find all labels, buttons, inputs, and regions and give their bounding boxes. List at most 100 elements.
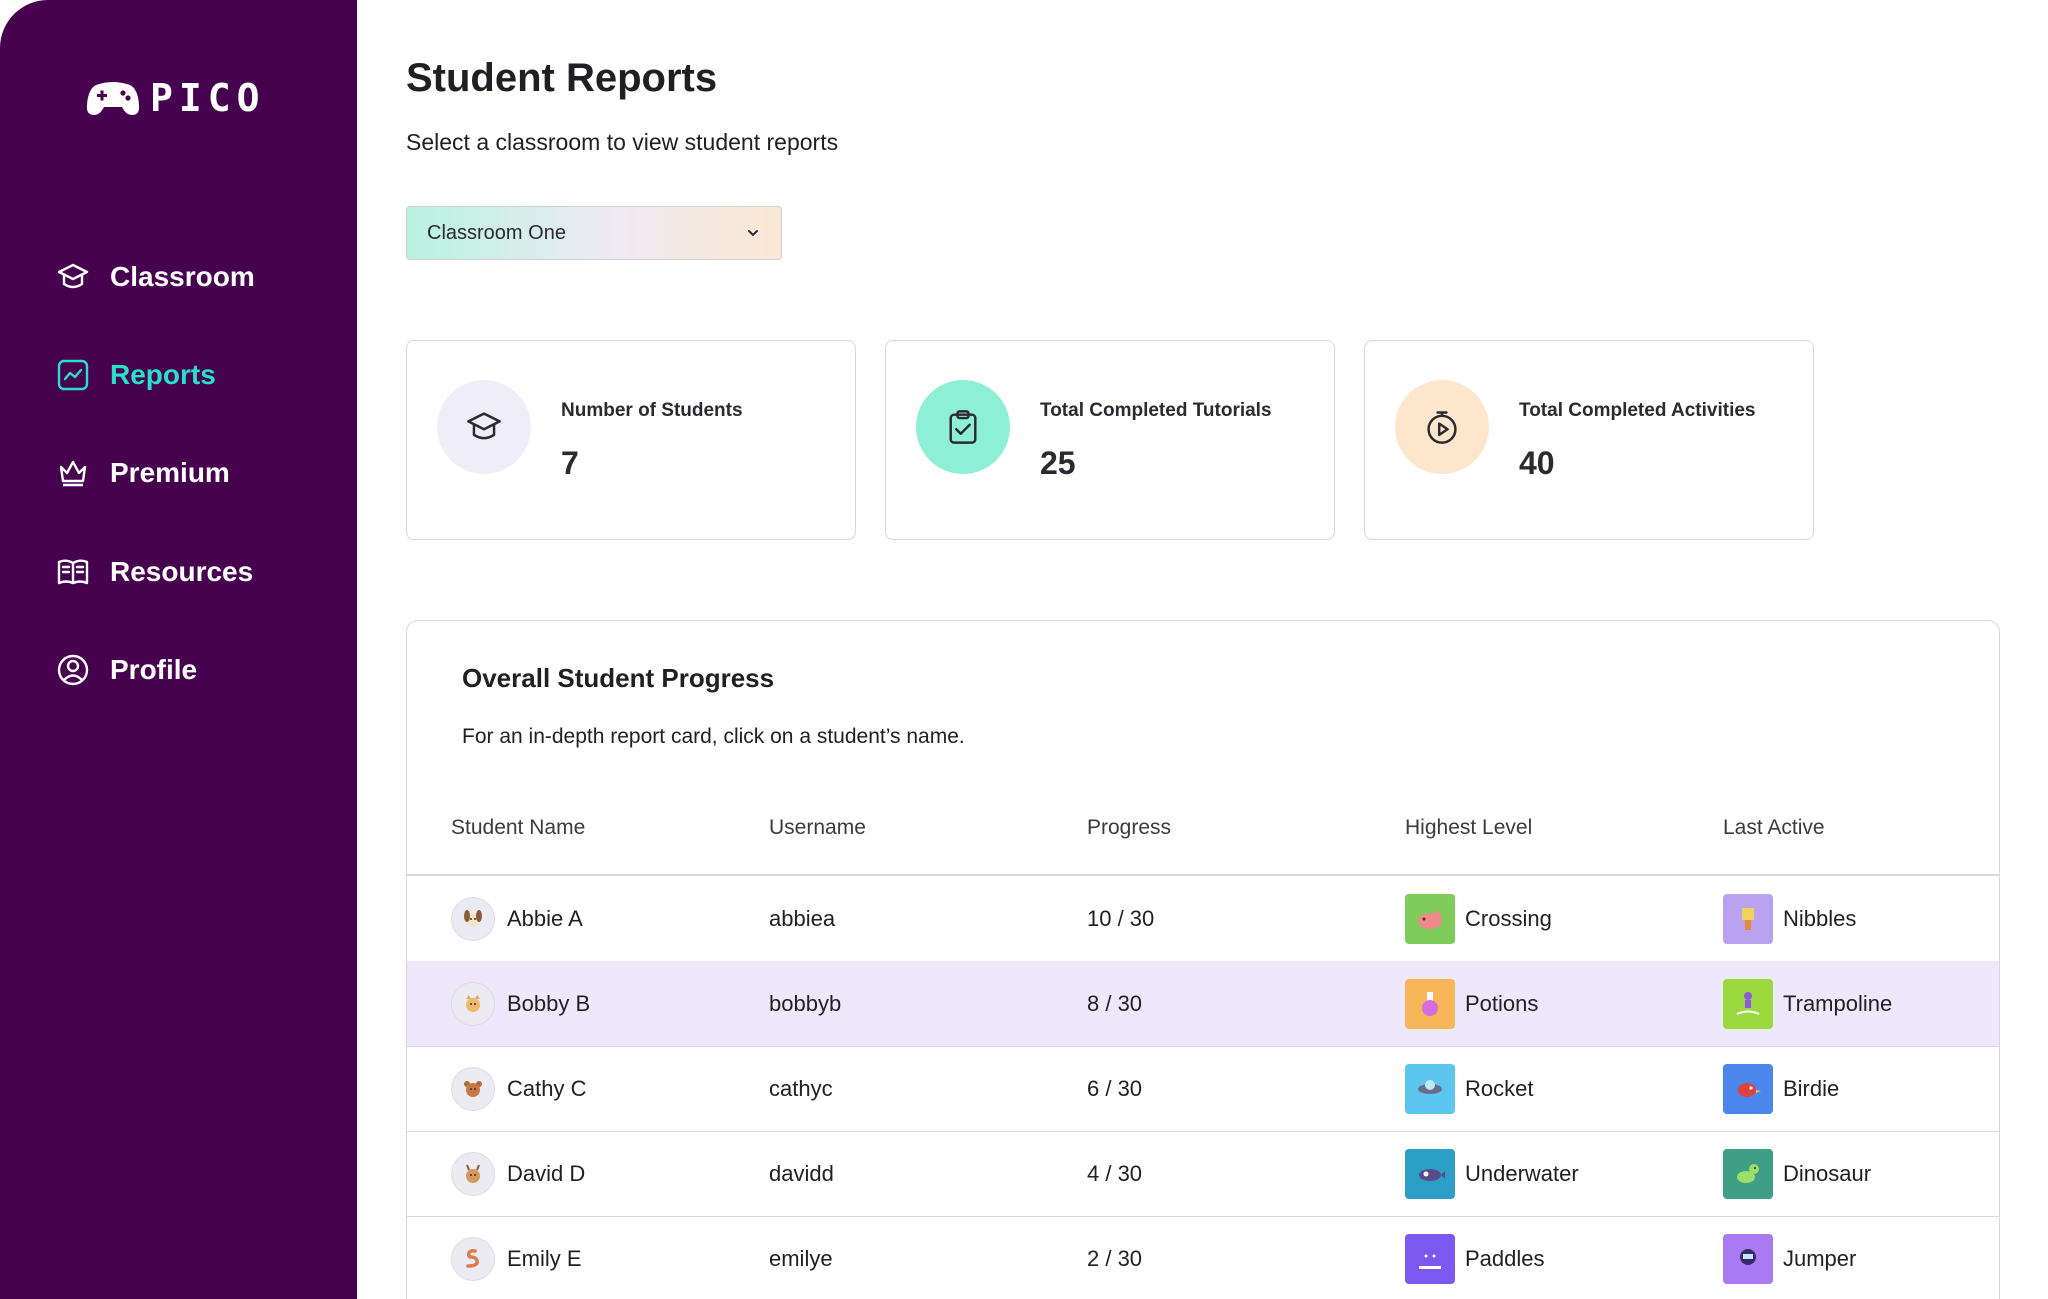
username-cell: davidd (769, 1160, 834, 1186)
jumper-game-icon (1723, 1233, 1773, 1284)
column-header-highest-level[interactable]: Highest Level (1405, 816, 1533, 839)
logo-text: PICO (150, 76, 266, 120)
student-name-cell[interactable]: Bobby B (451, 961, 590, 1046)
table-row[interactable]: David D davidd 4 / 30 Underwater Dinosau… (407, 1131, 1999, 1217)
paddles-game-icon (1405, 1233, 1455, 1284)
clipboard-check-icon (949, 410, 977, 444)
table-row[interactable]: Emily E emilye 2 / 30 Paddles Jumper (407, 1216, 1999, 1299)
stopwatch-play-icon (1427, 411, 1457, 444)
student-name-cell[interactable]: Cathy C (451, 1046, 586, 1131)
graduation-cap-icon (57, 263, 89, 289)
birdie-game-icon (1723, 1063, 1773, 1114)
sidebar-item-label: Resources (110, 556, 254, 587)
progress-cell: 10 / 30 (1087, 905, 1155, 931)
highest-level-cell: Crossing (1405, 876, 1552, 961)
sidebar-item-classroom[interactable]: Classroom (56, 260, 255, 294)
progress-cell: 2 / 30 (1087, 1245, 1143, 1271)
last-active-cell: Birdie (1723, 1046, 1839, 1131)
student-name-link[interactable]: Cathy C (507, 1075, 587, 1101)
highest-level-cell: Potions (1405, 961, 1538, 1046)
student-name-link[interactable]: Abbie A (507, 905, 583, 931)
table-row[interactable]: Cathy C cathyc 6 / 30 Rocket Birdie (407, 1046, 1999, 1132)
progress-cell: 6 / 30 (1087, 1075, 1143, 1101)
stat-card-activities: Total Completed Activities 40 (1364, 340, 1814, 540)
nibbles-game-icon (1723, 893, 1773, 944)
username-cell: abbiea (769, 905, 836, 931)
stat-icon-circle (437, 380, 531, 474)
progress-cell: 4 / 30 (1087, 1160, 1143, 1186)
table-row[interactable]: Abbie A abbiea 10 / 30 Crossing Nibbles (407, 876, 1999, 962)
stat-card-students: Number of Students 7 (406, 340, 856, 540)
username-cell: cathyc (769, 1075, 833, 1101)
highest-level-cell: Rocket (1405, 1046, 1533, 1131)
stat-value: 40 (1519, 445, 1555, 481)
page-title: Student Reports (406, 56, 718, 100)
graduation-cap-icon (467, 412, 501, 440)
student-name-link[interactable]: Emily E (507, 1245, 582, 1271)
sidebar-item-label: Premium (110, 457, 230, 488)
column-header-last-active[interactable]: Last Active (1723, 816, 1825, 839)
sidebar-item-reports[interactable]: Reports (56, 358, 216, 392)
username-cell: emilye (769, 1245, 833, 1271)
gamepad-icon (86, 82, 140, 115)
rocket-game-icon (1405, 1063, 1455, 1114)
chart-icon (57, 359, 89, 391)
sidebar: PICO Classroom Reports Premium (0, 0, 357, 1299)
underwater-game-icon (1405, 1148, 1455, 1199)
student-name-link[interactable]: David D (507, 1160, 586, 1186)
crown-icon (59, 460, 87, 487)
highest-level-label: Potions (1465, 990, 1539, 1016)
column-header-progress[interactable]: Progress (1087, 816, 1172, 839)
stat-label: Total Completed Tutorials (1040, 400, 1272, 421)
last-active-cell: Trampoline (1723, 961, 1892, 1046)
dinosaur-game-icon (1723, 1148, 1773, 1199)
page-subtitle: Select a classroom to view student repor… (406, 129, 839, 155)
username-cell: bobbyb (769, 990, 842, 1016)
stat-label: Total Completed Activities (1519, 400, 1756, 421)
last-active-label: Birdie (1783, 1075, 1840, 1101)
last-active-label: Dinosaur (1783, 1160, 1872, 1186)
highest-level-label: Underwater (1465, 1160, 1579, 1186)
student-name-cell[interactable]: David D (451, 1131, 585, 1216)
dog-avatar-icon (451, 896, 495, 941)
sidebar-item-label: Profile (110, 654, 198, 685)
panel-title: Overall Student Progress (462, 663, 775, 693)
sidebar-item-profile[interactable]: Profile (56, 653, 197, 687)
student-progress-panel: Overall Student Progress For an in-depth… (406, 620, 2000, 1299)
trampoline-game-icon (1723, 978, 1773, 1029)
crossing-game-icon (1405, 893, 1455, 944)
header-divider (407, 874, 1999, 876)
student-name-cell[interactable]: Abbie A (451, 876, 583, 961)
highest-level-cell: Underwater (1405, 1131, 1579, 1216)
stat-value: 7 (561, 445, 579, 481)
potions-game-icon (1405, 978, 1455, 1029)
sidebar-item-label: Reports (110, 359, 216, 390)
column-header-username[interactable]: Username (769, 816, 866, 839)
deer-avatar-icon (451, 1151, 495, 1196)
sidebar-item-premium[interactable]: Premium (56, 456, 230, 490)
last-active-label: Nibbles (1783, 905, 1857, 931)
progress-cell: 8 / 30 (1087, 990, 1143, 1016)
student-name-link[interactable]: Bobby B (507, 990, 591, 1016)
stat-card-tutorials: Total Completed Tutorials 25 (885, 340, 1335, 540)
user-circle-icon (57, 654, 89, 686)
book-icon (57, 559, 89, 585)
sidebar-item-resources[interactable]: Resources (56, 555, 253, 589)
table-row[interactable]: Bobby B bobbyb 8 / 30 Potions Trampoline (407, 961, 1999, 1047)
classroom-select[interactable]: Classroom One (406, 206, 782, 260)
bear-avatar-icon (451, 1066, 495, 1111)
highest-level-label: Rocket (1465, 1075, 1534, 1101)
panel-description: For an in-depth report card, click on a … (462, 725, 965, 748)
student-name-cell[interactable]: Emily E (451, 1216, 582, 1299)
last-active-cell: Nibbles (1723, 876, 1856, 961)
stat-icon-circle (916, 380, 1010, 474)
last-active-cell: Jumper (1723, 1216, 1856, 1299)
highest-level-cell: Paddles (1405, 1216, 1545, 1299)
stat-value: 25 (1040, 445, 1076, 481)
last-active-cell: Dinosaur (1723, 1131, 1871, 1216)
logo[interactable]: PICO (86, 76, 266, 120)
sidebar-item-label: Classroom (110, 261, 255, 292)
column-header-student-name[interactable]: Student Name (451, 816, 586, 839)
highest-level-label: Paddles (1465, 1245, 1545, 1271)
